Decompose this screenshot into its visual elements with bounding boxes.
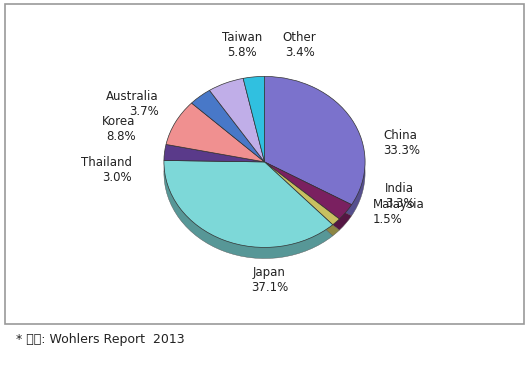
Wedge shape — [164, 144, 264, 162]
Wedge shape — [164, 160, 333, 247]
Text: Australia
3.7%: Australia 3.7% — [106, 90, 159, 118]
Wedge shape — [264, 173, 340, 236]
Wedge shape — [243, 88, 264, 173]
Wedge shape — [164, 171, 333, 259]
Wedge shape — [264, 88, 365, 216]
Wedge shape — [209, 78, 264, 162]
Wedge shape — [264, 173, 352, 230]
Wedge shape — [264, 77, 365, 205]
Text: China
33.3%: China 33.3% — [383, 129, 420, 157]
Wedge shape — [191, 102, 264, 173]
Text: * 출제: Wohlers Report  2013: * 출제: Wohlers Report 2013 — [16, 333, 185, 346]
Wedge shape — [191, 90, 264, 162]
Wedge shape — [264, 162, 340, 225]
Text: Thailand
3.0%: Thailand 3.0% — [81, 156, 132, 184]
Wedge shape — [164, 156, 264, 173]
Wedge shape — [166, 103, 264, 162]
Wedge shape — [209, 89, 264, 173]
Wedge shape — [264, 162, 352, 219]
Text: Korea
8.8%: Korea 8.8% — [103, 116, 136, 144]
Text: Malaysia
1.5%: Malaysia 1.5% — [373, 198, 425, 226]
Wedge shape — [166, 114, 264, 173]
Text: India
3.3%: India 3.3% — [385, 182, 415, 210]
Text: Taiwan
5.8%: Taiwan 5.8% — [222, 31, 262, 59]
Wedge shape — [243, 77, 264, 162]
Text: Other
3.4%: Other 3.4% — [283, 31, 316, 59]
Text: Japan
37.1%: Japan 37.1% — [251, 266, 288, 294]
